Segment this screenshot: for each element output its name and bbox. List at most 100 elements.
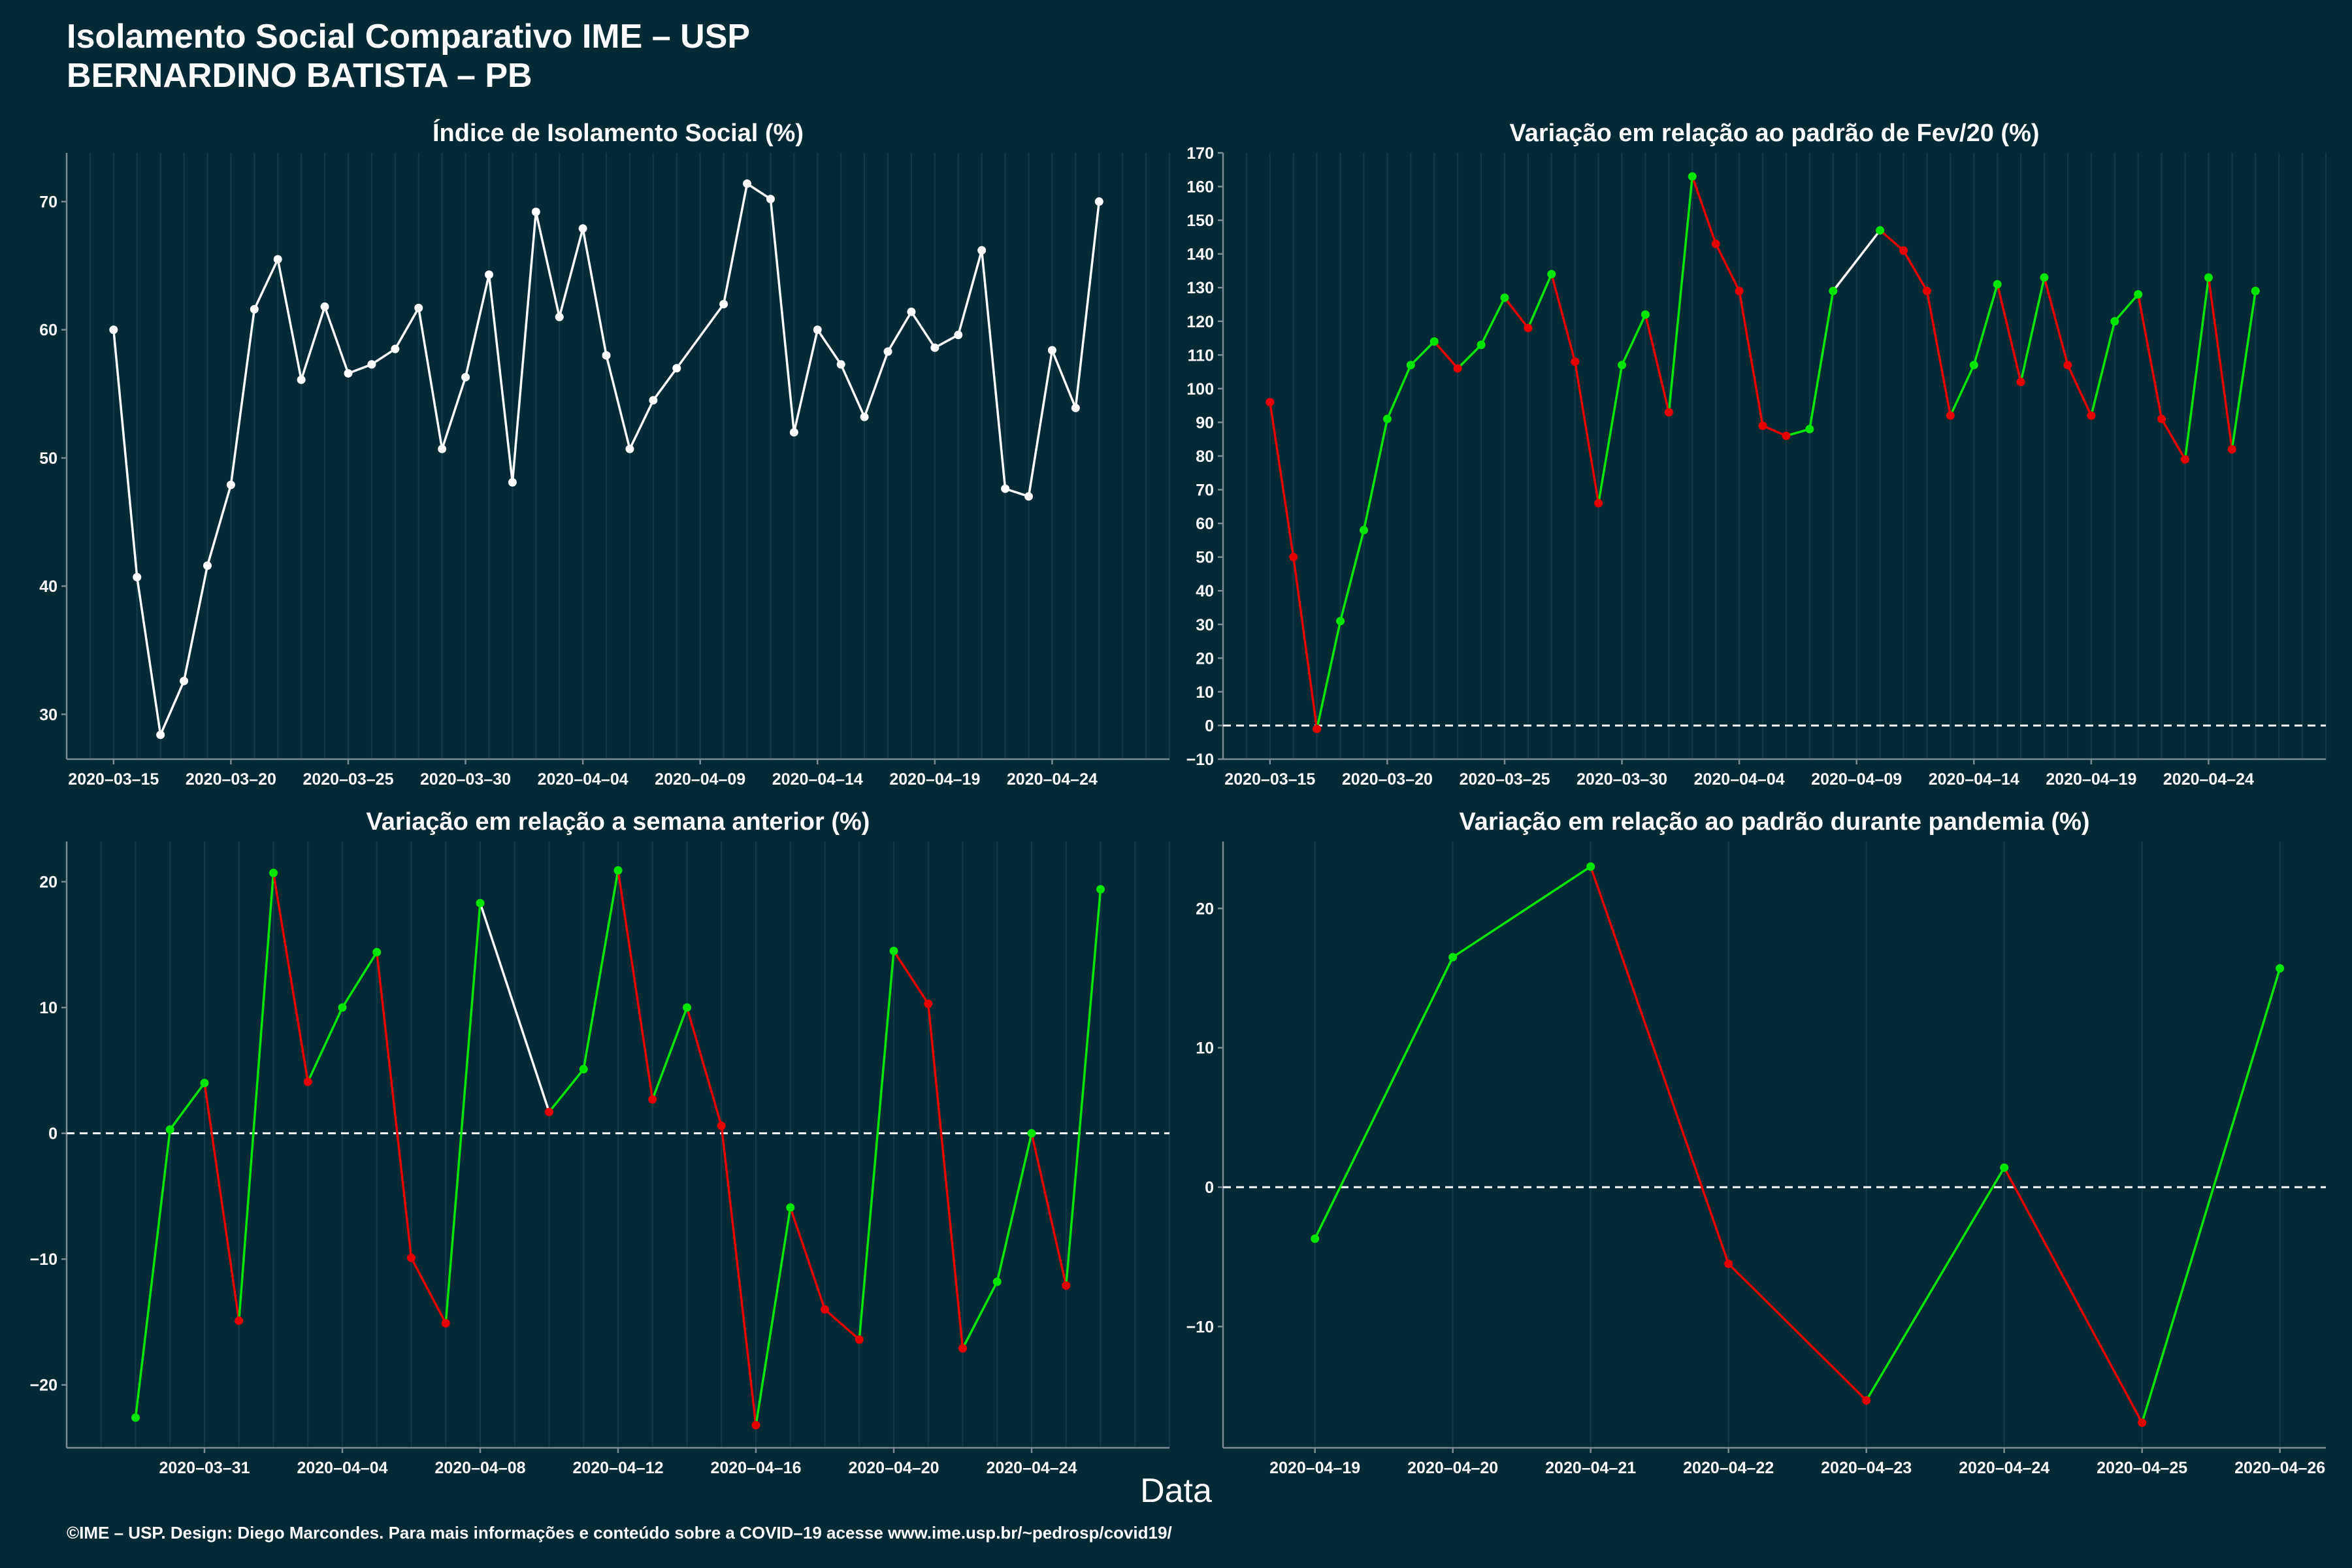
data-point (1876, 226, 1885, 235)
data-point (156, 730, 165, 740)
y-tick-label: 60 (39, 321, 57, 340)
x-tick-label: 2020–03–20 (1342, 770, 1433, 789)
series-segment (487, 273, 514, 483)
data-point (1547, 270, 1556, 279)
x-tick-label: 2020–04–25 (2097, 1459, 2187, 1477)
data-point (1993, 280, 2002, 289)
data-point (131, 1413, 140, 1422)
series-segment (1589, 865, 1730, 1266)
data-point (2138, 1418, 2147, 1428)
data-point (303, 1077, 312, 1086)
data-point (1336, 617, 1345, 626)
x-tick-label: 2020–03–30 (420, 770, 511, 789)
data-point (766, 195, 775, 204)
series-segment (685, 1006, 723, 1127)
series-segment (1573, 360, 1600, 504)
series-segment (792, 328, 819, 434)
x-tick-label: 2020–04–09 (655, 770, 745, 789)
data-point (1062, 1281, 1071, 1290)
y-tick-label: 10 (39, 999, 57, 1017)
data-point (1071, 403, 1080, 412)
series-segment (1503, 296, 1529, 329)
series-segment (927, 1002, 964, 1350)
series-segment (816, 328, 842, 366)
data-point (1406, 361, 1415, 370)
series-segment (1902, 249, 1929, 293)
series-segment (1667, 175, 1694, 414)
title-line-1: Isolamento Social Comparativo IME – USP (67, 18, 751, 56)
x-tick-label: 2020–04–14 (772, 770, 863, 789)
x-tick-label: 2020–03–15 (1224, 770, 1315, 789)
series-segment (1832, 229, 1882, 293)
data-point (1024, 492, 1034, 501)
series-segment (1691, 175, 1717, 245)
chart-fev20: Variação em relação ao padrão de Fev/20 … (1186, 120, 2327, 789)
series-segment (863, 350, 889, 418)
data-point (1922, 286, 1931, 295)
data-point (1001, 484, 1010, 493)
x-tick-label: 2020–04–23 (1821, 1459, 1912, 1477)
series-segment (135, 576, 162, 736)
data-point (2227, 445, 2236, 454)
series-segment (1761, 424, 1788, 437)
data-point (789, 428, 798, 437)
x-tick-label: 2020–03–25 (1459, 770, 1550, 789)
series-segment (1878, 229, 1905, 252)
x-tick-label: 2020–03–25 (302, 770, 393, 789)
series-segment (2019, 276, 2046, 384)
series-segment (2183, 276, 2210, 461)
series-segment (1433, 340, 1459, 370)
x-tick-label: 2020–04–19 (1269, 1459, 1360, 1477)
data-point (1047, 346, 1056, 355)
series-segment (238, 872, 275, 1322)
y-tick-label: 20 (1196, 649, 1214, 668)
data-point (2157, 414, 2166, 423)
y-tick-label: 20 (39, 874, 57, 892)
data-point (1899, 246, 1908, 255)
series-segment (1451, 865, 1592, 958)
data-point (751, 1420, 760, 1429)
y-tick-label: 60 (1196, 515, 1214, 533)
data-point (235, 1316, 244, 1326)
data-point (1266, 398, 1275, 407)
data-point (1289, 553, 1298, 562)
x-tick-label: 2020–03–15 (68, 770, 159, 789)
y-tick-label: 70 (1196, 482, 1214, 500)
data-point (1969, 361, 1978, 370)
data-point (338, 1003, 347, 1012)
y-tick-label: 50 (39, 449, 57, 468)
data-point (719, 300, 728, 309)
data-point (1594, 498, 1603, 508)
data-point (1946, 411, 1955, 420)
series-segment (1027, 349, 1054, 498)
data-point (1571, 357, 1580, 367)
series-segment (417, 306, 444, 450)
data-point (2204, 273, 2213, 282)
x-tick-label: 2020–04–24 (2163, 770, 2254, 789)
series-segment (558, 227, 584, 318)
data-point (1711, 239, 1720, 248)
series-segment (1597, 364, 1624, 504)
y-tick-label: 10 (1196, 1039, 1214, 1058)
y-tick-label: 30 (1196, 616, 1214, 634)
data-point (1096, 885, 1105, 894)
series-segment (676, 302, 725, 370)
series-segment (464, 273, 491, 379)
series-segment (1051, 349, 1077, 410)
series-segment (722, 182, 749, 306)
data-point (625, 444, 634, 453)
series-segment (203, 1081, 240, 1322)
series-segment (1727, 1262, 1868, 1402)
data-point (109, 325, 118, 335)
series-segment (1738, 289, 1764, 427)
series-segment (1386, 364, 1413, 421)
series-segment (1644, 313, 1671, 414)
data-point (579, 1064, 588, 1073)
series-segment (410, 1256, 447, 1325)
series-segment (617, 869, 654, 1101)
data-point (683, 1003, 691, 1012)
x-tick-label: 2020–04–04 (538, 770, 629, 789)
series-segment (1313, 956, 1454, 1240)
y-tick-label: 150 (1186, 212, 1214, 230)
